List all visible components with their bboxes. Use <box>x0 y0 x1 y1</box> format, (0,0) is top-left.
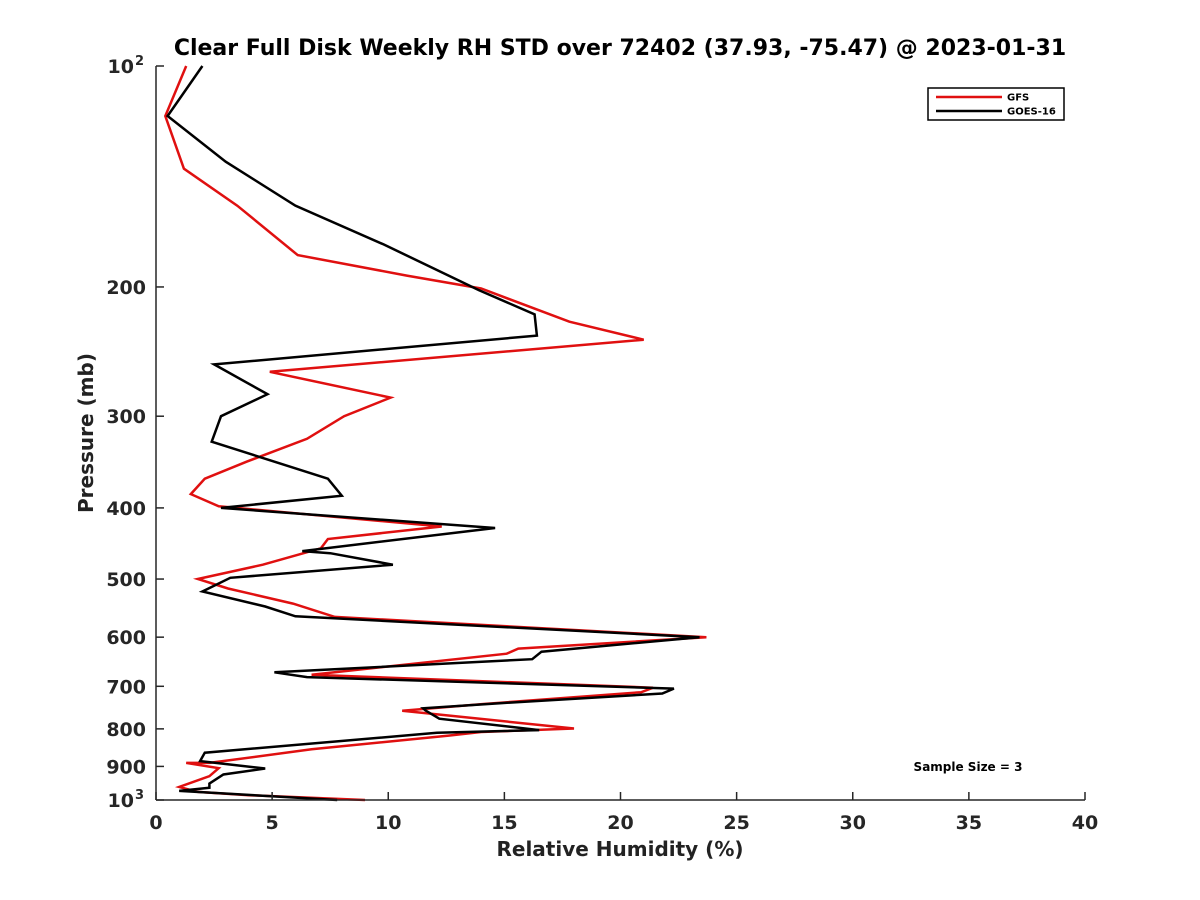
x-tick-label: 40 <box>1072 812 1098 834</box>
x-tick-label: 5 <box>266 812 279 834</box>
y-tick-label: 300 <box>106 406 146 428</box>
y-tick-label: 200 <box>106 277 146 299</box>
legend-label-goes-16: GOES-16 <box>1007 107 1056 118</box>
y-tick-label: 10 <box>108 790 134 812</box>
y-tick-label: 700 <box>106 676 146 698</box>
x-tick-label: 0 <box>149 812 162 834</box>
x-tick-label: 30 <box>840 812 866 834</box>
y-tick-label: 400 <box>106 498 146 520</box>
x-tick-label: 20 <box>607 812 633 834</box>
x-tick-label: 35 <box>956 812 982 834</box>
y-tick-label: 500 <box>106 569 146 591</box>
y-axis-label: Pressure (mb) <box>74 353 98 513</box>
y-tick-label: 10 <box>108 56 134 78</box>
sample-size-annotation: Sample Size = 3 <box>914 760 1023 774</box>
x-axis-label: Relative Humidity (%) <box>496 837 743 861</box>
legend-label-gfs: GFS <box>1007 93 1029 104</box>
y-tick-label: 900 <box>106 756 146 778</box>
series-line-goes-16 <box>165 65 700 802</box>
y-tick-exponent: 2 <box>135 54 144 69</box>
x-tick-label: 10 <box>375 812 401 834</box>
y-tick-label: 600 <box>106 627 146 649</box>
x-tick-label: 25 <box>723 812 749 834</box>
legend: GFS GOES-16 <box>927 87 1065 121</box>
y-tick-label: 800 <box>106 719 146 741</box>
legend-box <box>927 87 1065 121</box>
y-tick-exponent: 3 <box>135 788 144 803</box>
series-line-gfs <box>163 65 707 802</box>
chart-title: Clear Full Disk Weekly RH STD over 72402… <box>174 36 1066 61</box>
x-tick-label: 15 <box>491 812 517 834</box>
